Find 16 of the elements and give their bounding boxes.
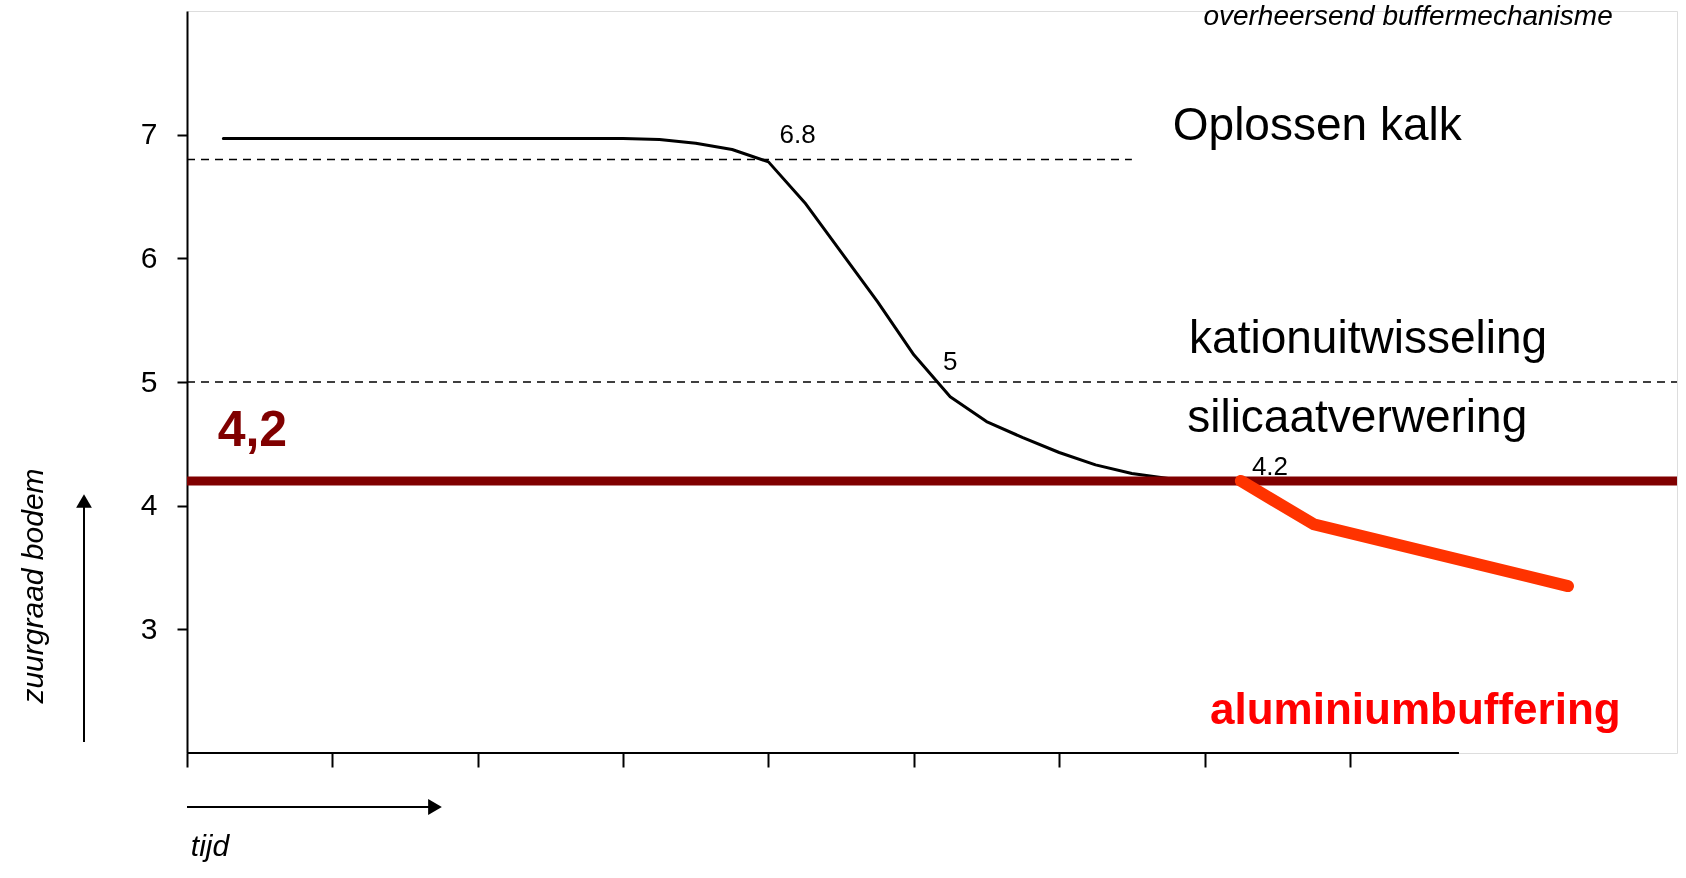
y-tick-label: 7 xyxy=(140,117,158,151)
annotation: overheersend buffermechanisme xyxy=(1203,0,1613,32)
annotation: kationuitwisseling xyxy=(1189,310,1548,363)
x-axis-title: tijd xyxy=(190,829,231,862)
ref-line-label: 5 xyxy=(942,346,958,377)
ref-line-label: 4,2 xyxy=(217,401,288,458)
y-tick-label: 4 xyxy=(140,488,158,522)
annotation: silicaatverwering xyxy=(1187,389,1528,442)
annotation: Oplossen kalk xyxy=(1172,98,1463,151)
annotation: 4.2 xyxy=(1251,451,1289,482)
y-axis-title: zuurgraad bodem xyxy=(16,468,49,705)
annotation: aluminiumbuffering xyxy=(1210,683,1621,733)
ref-line-label: 6.8 xyxy=(779,118,816,149)
y-tick-label: 3 xyxy=(140,611,158,645)
y-tick-label: 6 xyxy=(140,240,158,274)
y-tick-label: 5 xyxy=(140,364,158,398)
